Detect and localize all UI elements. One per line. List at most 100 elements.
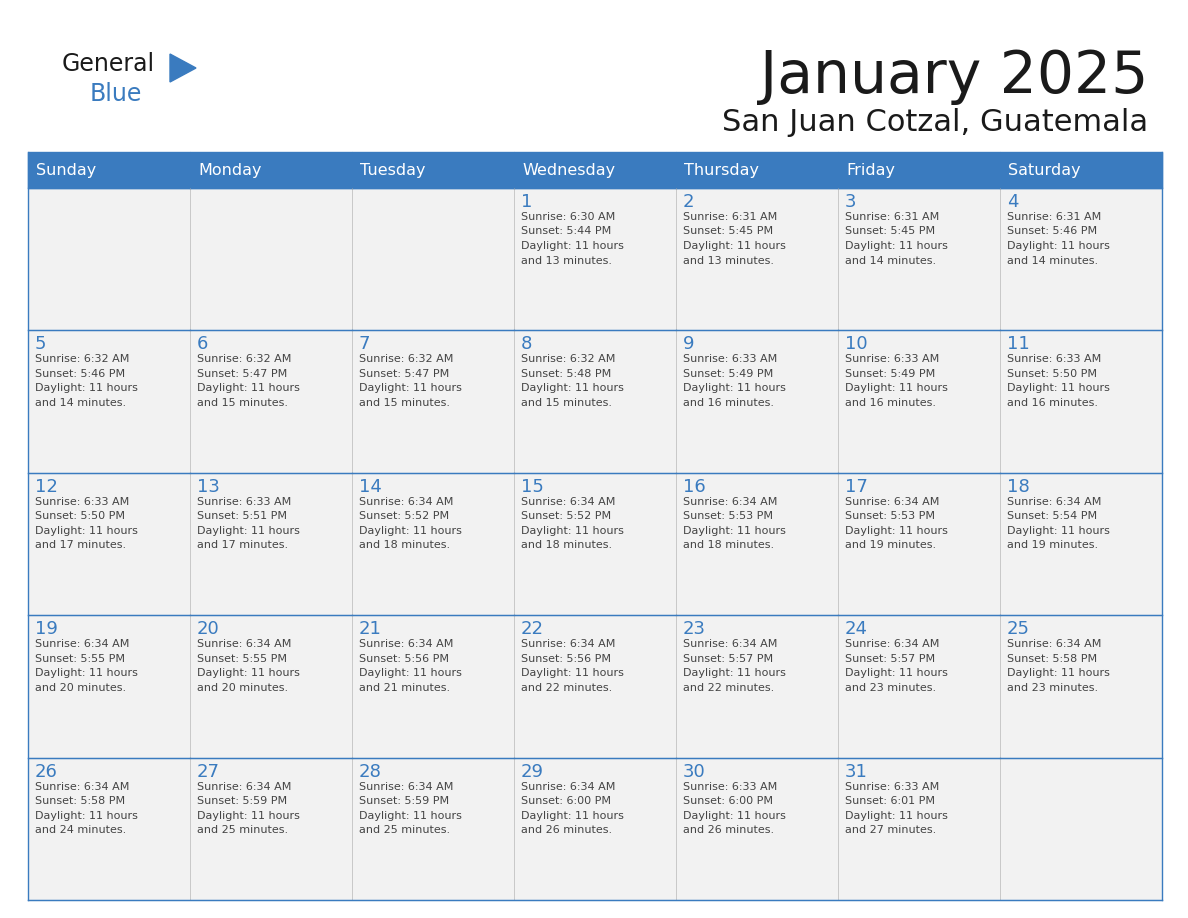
Bar (676, 152, 838, 188)
Text: and 20 minutes.: and 20 minutes. (197, 683, 289, 693)
Bar (352, 473, 514, 615)
Bar (29, 615, 190, 757)
Text: and 23 minutes.: and 23 minutes. (1007, 683, 1098, 693)
Text: Daylight: 11 hours: Daylight: 11 hours (522, 384, 624, 394)
Bar (352, 152, 514, 188)
Text: 14: 14 (359, 477, 381, 496)
Text: Daylight: 11 hours: Daylight: 11 hours (522, 811, 624, 821)
Text: and 26 minutes.: and 26 minutes. (522, 825, 612, 835)
Bar (1000, 188, 1162, 330)
Text: Sunset: 5:51 PM: Sunset: 5:51 PM (197, 511, 287, 521)
Text: Sunday: Sunday (36, 162, 96, 177)
Text: 24: 24 (845, 621, 868, 638)
Bar (190, 152, 352, 188)
Text: Sunrise: 6:34 AM: Sunrise: 6:34 AM (359, 497, 454, 507)
Text: Sunrise: 6:34 AM: Sunrise: 6:34 AM (845, 639, 940, 649)
Text: Daylight: 11 hours: Daylight: 11 hours (845, 811, 948, 821)
Bar (838, 757, 1000, 900)
Text: Sunset: 5:59 PM: Sunset: 5:59 PM (359, 796, 449, 806)
Text: and 19 minutes.: and 19 minutes. (1007, 541, 1098, 550)
Bar (1000, 152, 1162, 188)
Text: Sunrise: 6:34 AM: Sunrise: 6:34 AM (522, 497, 615, 507)
Text: 10: 10 (845, 335, 867, 353)
Bar (838, 330, 1000, 473)
Text: Sunset: 5:56 PM: Sunset: 5:56 PM (522, 654, 611, 664)
Text: Sunrise: 6:34 AM: Sunrise: 6:34 AM (1007, 639, 1101, 649)
Text: Daylight: 11 hours: Daylight: 11 hours (683, 668, 786, 678)
Text: 30: 30 (683, 763, 706, 780)
Text: Sunrise: 6:32 AM: Sunrise: 6:32 AM (359, 354, 454, 364)
Text: Sunrise: 6:34 AM: Sunrise: 6:34 AM (1007, 497, 1101, 507)
Bar (676, 188, 838, 330)
Text: Sunrise: 6:34 AM: Sunrise: 6:34 AM (845, 497, 940, 507)
Text: Sunset: 5:52 PM: Sunset: 5:52 PM (522, 511, 611, 521)
Text: Daylight: 11 hours: Daylight: 11 hours (1007, 526, 1110, 536)
Text: Sunrise: 6:31 AM: Sunrise: 6:31 AM (845, 212, 940, 222)
Text: Sunrise: 6:34 AM: Sunrise: 6:34 AM (197, 781, 291, 791)
Text: and 18 minutes.: and 18 minutes. (522, 541, 612, 550)
Text: 31: 31 (845, 763, 868, 780)
Text: Sunset: 6:00 PM: Sunset: 6:00 PM (683, 796, 773, 806)
Text: Daylight: 11 hours: Daylight: 11 hours (359, 384, 462, 394)
Text: Sunset: 5:53 PM: Sunset: 5:53 PM (683, 511, 773, 521)
Text: Daylight: 11 hours: Daylight: 11 hours (359, 526, 462, 536)
Text: Monday: Monday (198, 162, 261, 177)
Text: and 13 minutes.: and 13 minutes. (522, 255, 612, 265)
Text: 23: 23 (683, 621, 706, 638)
Text: Sunset: 5:54 PM: Sunset: 5:54 PM (1007, 511, 1098, 521)
Bar (838, 188, 1000, 330)
Text: Sunset: 5:57 PM: Sunset: 5:57 PM (683, 654, 773, 664)
Text: Sunset: 5:49 PM: Sunset: 5:49 PM (683, 369, 773, 379)
Text: Saturday: Saturday (1007, 162, 1081, 177)
Text: Sunrise: 6:33 AM: Sunrise: 6:33 AM (683, 354, 777, 364)
Text: Daylight: 11 hours: Daylight: 11 hours (683, 241, 786, 251)
Text: 4: 4 (1007, 193, 1018, 211)
Text: Daylight: 11 hours: Daylight: 11 hours (1007, 241, 1110, 251)
Text: Sunset: 5:45 PM: Sunset: 5:45 PM (845, 227, 935, 237)
Text: Sunrise: 6:34 AM: Sunrise: 6:34 AM (34, 639, 129, 649)
Text: Daylight: 11 hours: Daylight: 11 hours (845, 526, 948, 536)
Bar (190, 330, 352, 473)
Text: and 17 minutes.: and 17 minutes. (197, 541, 289, 550)
Text: 17: 17 (845, 477, 868, 496)
Bar (1000, 615, 1162, 757)
Bar (838, 615, 1000, 757)
Text: Sunrise: 6:33 AM: Sunrise: 6:33 AM (845, 354, 940, 364)
Bar (190, 473, 352, 615)
Text: and 16 minutes.: and 16 minutes. (1007, 397, 1098, 408)
Text: Sunrise: 6:31 AM: Sunrise: 6:31 AM (1007, 212, 1101, 222)
Text: 16: 16 (683, 477, 706, 496)
Bar (1000, 473, 1162, 615)
Text: Sunset: 6:01 PM: Sunset: 6:01 PM (845, 796, 935, 806)
Text: and 18 minutes.: and 18 minutes. (359, 541, 450, 550)
Text: Sunset: 5:52 PM: Sunset: 5:52 PM (359, 511, 449, 521)
Text: and 14 minutes.: and 14 minutes. (34, 397, 126, 408)
Text: 25: 25 (1007, 621, 1030, 638)
Text: Daylight: 11 hours: Daylight: 11 hours (845, 668, 948, 678)
Text: Daylight: 11 hours: Daylight: 11 hours (34, 811, 138, 821)
Text: and 21 minutes.: and 21 minutes. (359, 683, 450, 693)
Text: Sunset: 5:57 PM: Sunset: 5:57 PM (845, 654, 935, 664)
Text: Blue: Blue (90, 82, 143, 106)
Text: 3: 3 (845, 193, 857, 211)
Text: Sunset: 5:59 PM: Sunset: 5:59 PM (197, 796, 287, 806)
Text: Daylight: 11 hours: Daylight: 11 hours (845, 241, 948, 251)
Text: Sunrise: 6:34 AM: Sunrise: 6:34 AM (683, 497, 777, 507)
Text: Sunrise: 6:30 AM: Sunrise: 6:30 AM (522, 212, 615, 222)
Text: 26: 26 (34, 763, 58, 780)
Text: and 19 minutes.: and 19 minutes. (845, 541, 936, 550)
Text: Daylight: 11 hours: Daylight: 11 hours (197, 811, 299, 821)
Bar (190, 188, 352, 330)
Text: 21: 21 (359, 621, 381, 638)
Text: Sunrise: 6:31 AM: Sunrise: 6:31 AM (683, 212, 777, 222)
Text: Sunrise: 6:34 AM: Sunrise: 6:34 AM (197, 639, 291, 649)
Bar (676, 473, 838, 615)
Text: Daylight: 11 hours: Daylight: 11 hours (1007, 668, 1110, 678)
Bar (1000, 757, 1162, 900)
Bar (190, 757, 352, 900)
Text: 11: 11 (1007, 335, 1030, 353)
Text: Sunset: 5:56 PM: Sunset: 5:56 PM (359, 654, 449, 664)
Text: and 16 minutes.: and 16 minutes. (845, 397, 936, 408)
Text: Sunrise: 6:32 AM: Sunrise: 6:32 AM (197, 354, 291, 364)
Text: and 25 minutes.: and 25 minutes. (197, 825, 289, 835)
